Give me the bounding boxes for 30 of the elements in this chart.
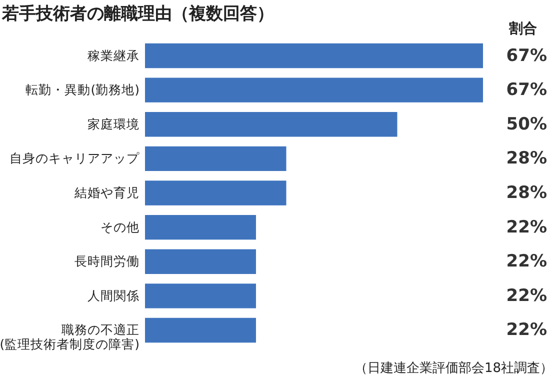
bar <box>145 284 256 308</box>
y-tick-label: 長時間労働 <box>74 254 140 269</box>
y-tick-label: その他 <box>100 219 140 234</box>
bar <box>145 112 398 137</box>
y-tick-label: 自身のキャリアアップ <box>10 150 140 166</box>
chart-title: 若手技術者の離職理由（複数回答） <box>1 4 274 24</box>
data-label: 50% <box>506 114 547 134</box>
y-tick-label: 職務の不適正 (監理技術者制度の障害) <box>0 322 140 352</box>
data-label: 28% <box>506 183 547 203</box>
data-label: 22% <box>506 217 547 238</box>
text: 割合 <box>508 20 537 37</box>
data-label: 67% <box>506 46 547 66</box>
data-label: 67% <box>506 80 547 100</box>
data-label: 22% <box>506 286 547 306</box>
bar <box>145 43 483 68</box>
bar <box>145 180 286 206</box>
y-tick-label: 転勤・異動(勤務地) <box>26 82 140 98</box>
bar <box>145 146 286 172</box>
y-tick-label: 家庭環境 <box>88 116 140 132</box>
data-label: 22% <box>506 252 547 272</box>
bar <box>145 214 256 240</box>
bar <box>145 249 256 274</box>
y-tick-label: 結婚や育児 <box>74 185 140 200</box>
bar <box>145 318 256 343</box>
bar <box>145 78 483 102</box>
y-tick-label: 稼業継承 <box>88 48 140 63</box>
y-tick-label: 人間関係 <box>88 288 140 303</box>
data-label: 22% <box>506 320 547 340</box>
text: （日建連企業評価部会18社調査） <box>354 361 553 376</box>
data-label: 28% <box>506 148 547 169</box>
